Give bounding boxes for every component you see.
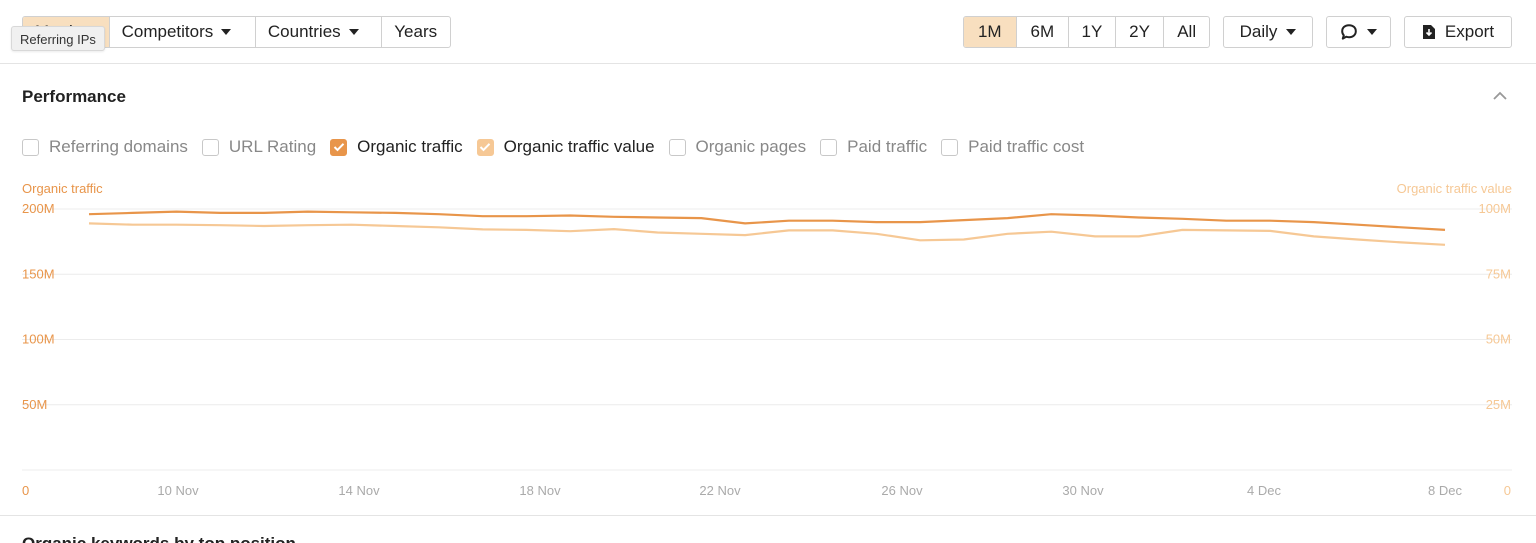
- range-2y-button[interactable]: 2Y: [1116, 17, 1165, 47]
- y-tick-left: 100M: [22, 332, 55, 347]
- series-line-organic-traffic-value: [88, 222, 1446, 246]
- tooltip: Referring IPs: [11, 26, 105, 51]
- competitors-label: Competitors: [121, 22, 214, 41]
- countries-label: Countries: [267, 22, 341, 41]
- toolbar: Metrics Competitors Countries Years Refe…: [0, 0, 1536, 64]
- x-tick-label: 22 Nov: [699, 483, 741, 498]
- y-tick-left: 200M: [22, 201, 55, 216]
- chevron-up-icon[interactable]: [1492, 90, 1508, 102]
- y-tick-right: 50M: [1486, 332, 1511, 347]
- checkmark-icon: [333, 143, 344, 152]
- checkbox-label: Paid traffic: [847, 137, 928, 156]
- checkbox-box: [201, 138, 219, 156]
- years-button[interactable]: Years: [382, 17, 450, 47]
- x-tick-label: 8 Dec: [1428, 483, 1462, 498]
- y-tick-left: 50M: [22, 397, 47, 412]
- y-tick-right: 100M: [1478, 201, 1511, 216]
- checkbox-paid-traffic-cost[interactable]: Paid traffic cost: [941, 137, 1084, 157]
- download-file-icon: [1422, 25, 1435, 39]
- y-tick-right: 0: [1504, 483, 1511, 498]
- range-1y-button[interactable]: 1Y: [1069, 17, 1116, 47]
- x-tick-label: 26 Nov: [881, 483, 923, 498]
- x-tick-label: 30 Nov: [1062, 483, 1104, 498]
- checkbox-box: [820, 138, 838, 156]
- checkbox-box: [476, 138, 494, 156]
- checkbox-label: Organic pages: [695, 137, 807, 156]
- annotations-dropdown[interactable]: [1326, 16, 1391, 48]
- metric-checkboxes: Referring domains URL Rating Organic tra…: [22, 134, 1098, 160]
- range-6m-button[interactable]: 6M: [1017, 17, 1070, 47]
- series-line-organic-traffic: [88, 210, 1446, 231]
- y-tick-right: 75M: [1486, 266, 1511, 281]
- export-label: Export: [1444, 22, 1495, 41]
- export-button[interactable]: Export: [1404, 16, 1512, 48]
- checkbox-box: [941, 138, 959, 156]
- caret-down-icon: [1286, 29, 1297, 35]
- checkbox-url-rating[interactable]: URL Rating: [201, 137, 317, 157]
- checkbox-paid-traffic[interactable]: Paid traffic: [820, 137, 927, 157]
- organic-keywords-section-title: Organic keywords by top position: [22, 534, 296, 543]
- checkbox-box: [22, 138, 39, 156]
- y-axis-left-title: Organic traffic: [22, 181, 103, 196]
- y-tick-left: 0: [22, 483, 29, 498]
- interval-label: Daily: [1239, 22, 1278, 41]
- caret-down-icon: [221, 29, 232, 35]
- y-tick-left: 150M: [22, 266, 55, 281]
- checkbox-label: Organic traffic value: [503, 137, 655, 156]
- checkbox-label: Paid traffic cost: [968, 137, 1085, 156]
- range-1m-button[interactable]: 1M: [964, 17, 1017, 47]
- interval-dropdown[interactable]: Daily: [1223, 16, 1313, 48]
- performance-chart[interactable]: 0 0 50M 25M 100M 50M 150M 75M 200M 100M 10 Nov 14 N…: [0, 195, 1536, 505]
- range-all-button[interactable]: All: [1177, 22, 1197, 41]
- section-divider: [0, 515, 1536, 516]
- years-label: Years: [394, 22, 438, 41]
- checkbox-label: Organic traffic: [357, 137, 463, 156]
- countries-dropdown[interactable]: Countries: [256, 17, 383, 47]
- x-tick-label: 4 Dec: [1247, 483, 1281, 498]
- checkbox-label: Referring domains: [49, 137, 188, 156]
- caret-down-icon: [348, 29, 359, 35]
- x-tick-label: 18 Nov: [519, 483, 561, 498]
- checkbox-organic-traffic-value[interactable]: Organic traffic value: [476, 137, 655, 157]
- checkmark-icon: [479, 143, 491, 152]
- competitors-dropdown[interactable]: Competitors: [110, 17, 256, 47]
- x-tick-label: 10 Nov: [157, 483, 199, 498]
- checkbox-referring-domains[interactable]: Referring domains: [22, 137, 188, 157]
- x-tick-label: 14 Nov: [338, 483, 380, 498]
- checkbox-organic-pages[interactable]: Organic pages: [668, 137, 807, 157]
- checkbox-box: [330, 138, 348, 156]
- checkbox-organic-traffic[interactable]: Organic traffic: [330, 137, 463, 157]
- performance-title: Performance: [22, 87, 126, 106]
- y-tick-right: 25M: [1486, 397, 1511, 412]
- range-button-group: 1M 6M 1Y 2Y All: [963, 16, 1210, 48]
- checkbox-box: [668, 138, 686, 156]
- caret-down-icon: [1367, 29, 1377, 35]
- checkbox-label: URL Rating: [228, 137, 317, 156]
- comment-icon: [1341, 24, 1357, 40]
- y-axis-right-title: Organic traffic value: [1396, 181, 1512, 196]
